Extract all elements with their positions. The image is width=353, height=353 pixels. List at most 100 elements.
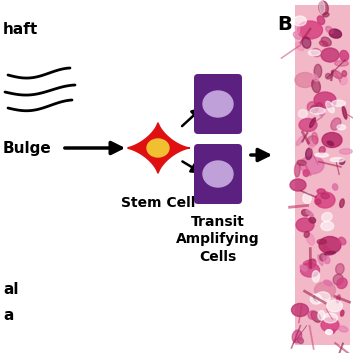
Ellipse shape [325, 251, 335, 255]
Ellipse shape [335, 61, 348, 66]
Ellipse shape [330, 158, 345, 162]
Ellipse shape [303, 259, 315, 264]
Ellipse shape [312, 132, 318, 144]
Ellipse shape [342, 71, 347, 77]
Ellipse shape [301, 210, 309, 216]
Ellipse shape [336, 264, 344, 274]
Ellipse shape [337, 278, 347, 288]
Ellipse shape [315, 103, 323, 112]
Ellipse shape [306, 233, 315, 245]
Ellipse shape [331, 70, 342, 78]
Text: Stem Cell: Stem Cell [121, 196, 195, 210]
Ellipse shape [300, 265, 307, 271]
Ellipse shape [306, 210, 313, 216]
Text: Transit
Amplifying
Cells: Transit Amplifying Cells [176, 215, 260, 264]
Ellipse shape [300, 263, 319, 277]
Ellipse shape [340, 149, 352, 154]
Ellipse shape [319, 253, 327, 261]
Ellipse shape [340, 159, 345, 164]
Ellipse shape [340, 199, 344, 208]
Ellipse shape [314, 92, 336, 108]
Ellipse shape [329, 100, 336, 107]
Text: B: B [277, 15, 292, 34]
Ellipse shape [290, 179, 306, 191]
Ellipse shape [333, 274, 343, 285]
Ellipse shape [342, 106, 347, 119]
Ellipse shape [307, 136, 318, 146]
Ellipse shape [303, 193, 311, 204]
Ellipse shape [326, 330, 333, 334]
Ellipse shape [297, 160, 306, 166]
Ellipse shape [323, 246, 331, 254]
Ellipse shape [321, 193, 329, 199]
Ellipse shape [147, 139, 169, 157]
Ellipse shape [310, 294, 322, 304]
FancyBboxPatch shape [194, 74, 242, 134]
Ellipse shape [294, 163, 300, 177]
Ellipse shape [321, 318, 339, 332]
Ellipse shape [321, 221, 334, 231]
Ellipse shape [333, 184, 338, 190]
Ellipse shape [318, 311, 325, 320]
Ellipse shape [315, 192, 335, 208]
Ellipse shape [296, 218, 314, 232]
Ellipse shape [317, 239, 326, 244]
Ellipse shape [317, 189, 325, 194]
Ellipse shape [310, 118, 316, 127]
Ellipse shape [308, 259, 316, 268]
Ellipse shape [339, 237, 346, 245]
Ellipse shape [315, 282, 335, 298]
Ellipse shape [316, 292, 330, 303]
Ellipse shape [298, 21, 323, 39]
Ellipse shape [331, 118, 341, 130]
Bar [295, 5, 350, 345]
Ellipse shape [312, 79, 321, 92]
Ellipse shape [303, 170, 309, 176]
Ellipse shape [311, 311, 321, 322]
Text: a: a [3, 307, 13, 323]
Ellipse shape [337, 125, 346, 130]
Ellipse shape [321, 48, 339, 62]
Text: al: al [3, 282, 18, 298]
Ellipse shape [298, 338, 304, 343]
Ellipse shape [295, 72, 315, 88]
Ellipse shape [311, 105, 318, 113]
Ellipse shape [323, 256, 330, 264]
Ellipse shape [307, 102, 316, 111]
Ellipse shape [299, 119, 317, 132]
Ellipse shape [319, 1, 328, 15]
Ellipse shape [312, 74, 318, 81]
Text: haft: haft [3, 22, 38, 37]
Ellipse shape [293, 32, 301, 39]
Ellipse shape [309, 217, 316, 223]
Ellipse shape [314, 64, 322, 78]
Ellipse shape [298, 109, 307, 118]
Ellipse shape [295, 23, 299, 33]
Ellipse shape [317, 16, 325, 24]
Ellipse shape [293, 16, 306, 26]
Ellipse shape [302, 37, 311, 48]
Ellipse shape [313, 296, 318, 301]
Ellipse shape [323, 13, 329, 17]
Ellipse shape [296, 42, 304, 51]
Ellipse shape [327, 300, 342, 312]
Ellipse shape [318, 109, 325, 115]
Ellipse shape [315, 153, 328, 157]
Ellipse shape [319, 107, 324, 116]
Ellipse shape [296, 136, 304, 145]
Ellipse shape [331, 329, 335, 334]
Ellipse shape [326, 26, 333, 34]
Ellipse shape [341, 310, 344, 316]
Ellipse shape [324, 280, 332, 286]
Polygon shape [128, 123, 190, 173]
Ellipse shape [310, 141, 315, 148]
Ellipse shape [312, 271, 319, 282]
Ellipse shape [203, 161, 233, 187]
Ellipse shape [319, 237, 341, 253]
Ellipse shape [340, 50, 349, 61]
Ellipse shape [319, 146, 325, 154]
Ellipse shape [323, 313, 337, 323]
Ellipse shape [308, 311, 317, 319]
Ellipse shape [310, 107, 325, 114]
Ellipse shape [322, 213, 332, 222]
